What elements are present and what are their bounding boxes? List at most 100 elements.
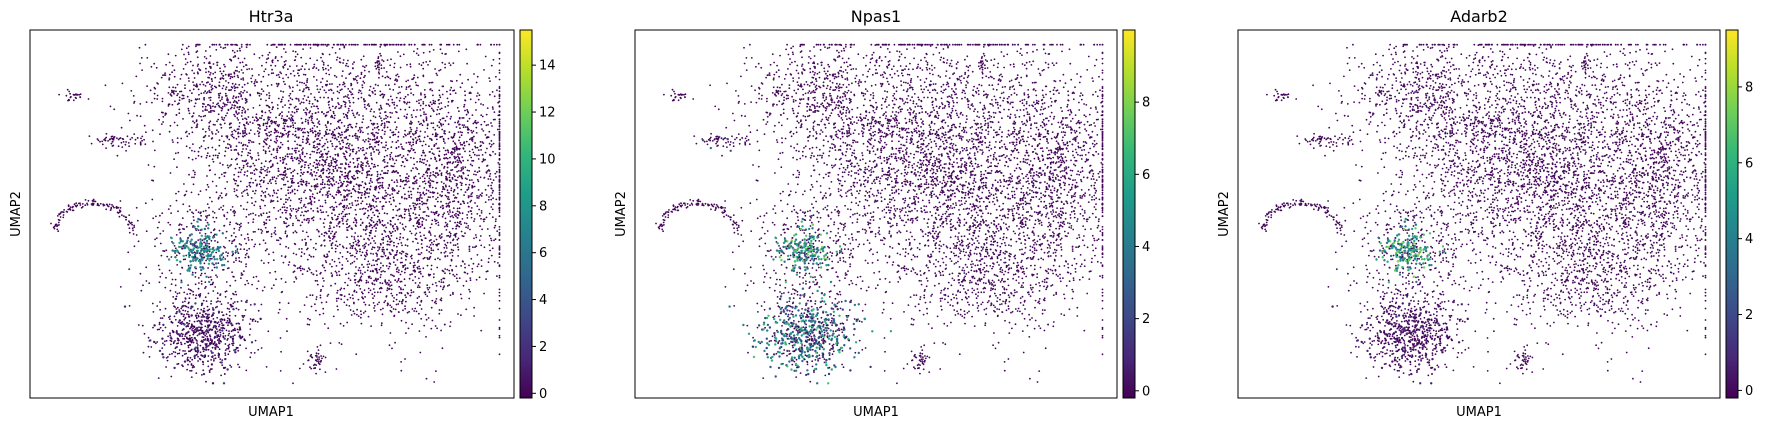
cell-point <box>350 245 353 247</box>
cell-point <box>397 242 400 245</box>
cell-point <box>302 48 304 50</box>
cell-point <box>167 92 170 94</box>
cell-point <box>438 213 440 216</box>
cell-point <box>293 169 296 172</box>
cell-point <box>384 224 386 226</box>
cell-point <box>273 206 275 209</box>
cell-point <box>417 259 420 262</box>
cell-point <box>312 146 315 149</box>
cell-point <box>241 160 244 162</box>
cell-point <box>244 189 246 192</box>
cell-point <box>466 272 469 275</box>
cell-point <box>369 231 372 234</box>
cell-point <box>246 68 249 71</box>
cell-point <box>332 110 335 113</box>
cell-point <box>240 154 243 157</box>
cell-point <box>433 144 436 147</box>
cell-point <box>319 296 322 299</box>
cell-point <box>475 81 478 84</box>
cell-point <box>429 88 431 91</box>
cell-point <box>325 232 328 235</box>
cell-point <box>498 291 501 294</box>
cell-point <box>288 197 291 199</box>
cell-point <box>328 236 330 239</box>
cell-point <box>454 244 457 247</box>
cell-point <box>429 137 431 140</box>
cell-point <box>167 103 170 106</box>
cell-point <box>345 220 348 223</box>
cell-point <box>383 126 386 129</box>
cell-point <box>345 199 348 201</box>
cell-point <box>319 174 322 177</box>
cell-point <box>274 128 276 130</box>
cell-point <box>435 160 438 163</box>
cell-point <box>400 214 402 217</box>
cell-point <box>387 169 389 172</box>
cell-point <box>387 234 389 237</box>
cell-point <box>422 107 424 110</box>
cell-point <box>378 219 381 222</box>
cell-point <box>347 145 350 147</box>
cell-point <box>318 120 320 123</box>
cell-point <box>313 201 316 203</box>
cell-point <box>171 64 174 67</box>
cell-point <box>410 291 413 294</box>
cell-point <box>208 125 211 128</box>
cell-point <box>396 225 398 228</box>
cell-point <box>316 126 319 128</box>
cell-point <box>408 132 411 135</box>
cell-point <box>348 225 351 227</box>
cell-point <box>229 77 232 80</box>
cell-point <box>498 199 501 201</box>
cell-point <box>491 181 493 184</box>
cell-point <box>281 211 284 214</box>
cell-point <box>424 131 426 133</box>
cell-point <box>202 128 204 131</box>
cell-point <box>324 124 327 127</box>
cell-point <box>253 173 256 176</box>
cell-point <box>371 90 374 93</box>
cell-point <box>468 297 471 300</box>
cell-point <box>287 148 290 150</box>
cell-point <box>343 199 346 201</box>
cell-point <box>372 259 375 261</box>
cell-point <box>487 123 489 126</box>
cell-point <box>328 100 330 103</box>
cell-point <box>343 301 346 304</box>
cell-point <box>327 43 330 46</box>
cell-point <box>294 127 297 130</box>
cell-point <box>368 276 370 279</box>
cell-point <box>404 305 406 308</box>
cell-point <box>422 51 425 54</box>
cell-point <box>400 288 402 291</box>
cell-point <box>423 158 426 161</box>
cell-point <box>341 210 344 213</box>
cell-point <box>371 174 373 176</box>
cell-point <box>294 140 296 143</box>
cell-point <box>430 252 432 255</box>
cell-point <box>350 227 353 230</box>
cell-point <box>266 127 268 130</box>
cell-point <box>358 244 361 247</box>
cell-point <box>491 125 493 127</box>
cell-point <box>458 43 461 46</box>
cell-point <box>418 265 420 268</box>
cell-point <box>473 73 475 75</box>
cell-point <box>274 180 277 183</box>
cell-point <box>417 187 419 190</box>
cell-point <box>236 163 239 166</box>
cell-point <box>370 252 372 255</box>
cell-point <box>395 245 398 248</box>
cell-point <box>408 277 411 280</box>
cell-point <box>445 185 447 188</box>
cell-point <box>425 189 428 191</box>
cell-point <box>423 120 425 123</box>
cell-point <box>408 106 411 109</box>
cell-point <box>277 170 280 172</box>
cell-point <box>456 183 458 186</box>
cell-point <box>301 239 304 241</box>
cell-point <box>334 158 337 161</box>
cell-point <box>322 53 324 56</box>
cell-point <box>172 91 175 94</box>
cell-point <box>188 173 190 176</box>
